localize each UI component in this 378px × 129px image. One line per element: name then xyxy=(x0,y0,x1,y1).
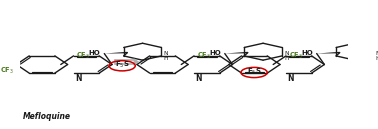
Text: HO: HO xyxy=(301,50,313,56)
Text: F$_5$S: F$_5$S xyxy=(115,60,130,70)
Text: N: N xyxy=(75,74,82,83)
Text: F$_5$S: F$_5$S xyxy=(248,67,262,77)
Polygon shape xyxy=(225,52,248,54)
Text: CF$_3$: CF$_3$ xyxy=(197,51,211,61)
Polygon shape xyxy=(133,58,139,66)
Text: HO: HO xyxy=(209,50,221,56)
Text: HO: HO xyxy=(88,50,100,56)
Text: Mefloquine: Mefloquine xyxy=(23,112,71,121)
Text: CF$_3$: CF$_3$ xyxy=(0,66,14,76)
Text: N
H: N H xyxy=(376,51,378,61)
Polygon shape xyxy=(104,52,127,54)
Text: N: N xyxy=(196,74,202,83)
Text: N
H: N H xyxy=(284,51,288,61)
Text: N
H: N H xyxy=(163,51,168,61)
Polygon shape xyxy=(317,52,340,54)
Text: N: N xyxy=(288,74,294,83)
Text: CF$_3$: CF$_3$ xyxy=(76,51,90,61)
Text: CF$_3$: CF$_3$ xyxy=(288,51,303,61)
